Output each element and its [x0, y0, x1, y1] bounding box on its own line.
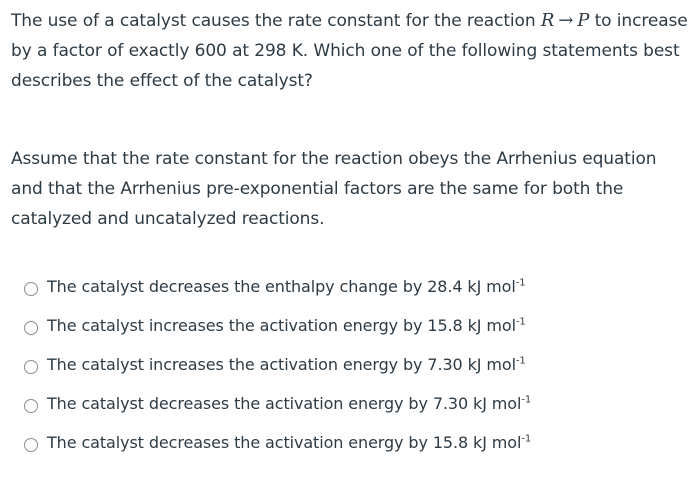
question-intro-after: to increase by a factor of exactly 600 a… [11, 11, 688, 91]
reaction-arrow: → [558, 10, 574, 31]
answer-unit-exponent: -1 [521, 394, 532, 406]
question-stem: The use of a catalyst causes the rate co… [11, 6, 691, 96]
answer-text: The catalyst increases the activation en… [47, 315, 516, 335]
question-intro-before: The use of a catalyst causes the rate co… [11, 11, 541, 31]
answer-label: The catalyst increases the activation en… [47, 355, 526, 375]
radio-button-icon[interactable] [24, 359, 38, 374]
question-assumption: Assume that the rate constant for the re… [11, 149, 657, 229]
answer-label: The catalyst decreases the activation en… [47, 394, 531, 414]
answer-text: The catalyst decreases the activation en… [47, 432, 522, 452]
radio-button-icon[interactable] [24, 437, 38, 452]
answer-option-2[interactable]: The catalyst increases the activation en… [24, 306, 684, 345]
product-symbol: P [577, 10, 590, 31]
answer-option-4[interactable]: The catalyst decreases the activation en… [24, 384, 684, 423]
radio-button-icon[interactable] [24, 398, 38, 413]
answer-label: The catalyst decreases the enthalpy chan… [47, 276, 526, 297]
radio-button-icon[interactable] [24, 281, 38, 296]
answer-text: The catalyst decreases the enthalpy chan… [47, 276, 516, 296]
answer-label: The catalyst increases the activation en… [47, 316, 526, 336]
reaction-equation: R → P [540, 10, 590, 31]
answer-option-3[interactable]: The catalyst increases the activation en… [24, 345, 684, 384]
answer-unit-exponent: -1 [515, 277, 526, 289]
answer-option-1[interactable]: The catalyst decreases the enthalpy chan… [24, 267, 684, 306]
answer-choices: The catalyst decreases the enthalpy chan… [24, 267, 684, 462]
answer-unit-exponent: -1 [515, 355, 526, 367]
answer-option-5[interactable]: The catalyst decreases the activation en… [24, 423, 684, 462]
answer-unit-exponent: -1 [521, 433, 532, 445]
answer-unit-exponent: -1 [515, 316, 526, 328]
question-text: The use of a catalyst causes the rate co… [11, 6, 691, 234]
radio-button-icon[interactable] [24, 320, 38, 335]
reactant-symbol: R [540, 10, 555, 31]
answer-text: The catalyst decreases the activation en… [47, 393, 522, 413]
answer-text: The catalyst increases the activation en… [47, 354, 516, 374]
answer-label: The catalyst decreases the activation en… [47, 433, 531, 453]
